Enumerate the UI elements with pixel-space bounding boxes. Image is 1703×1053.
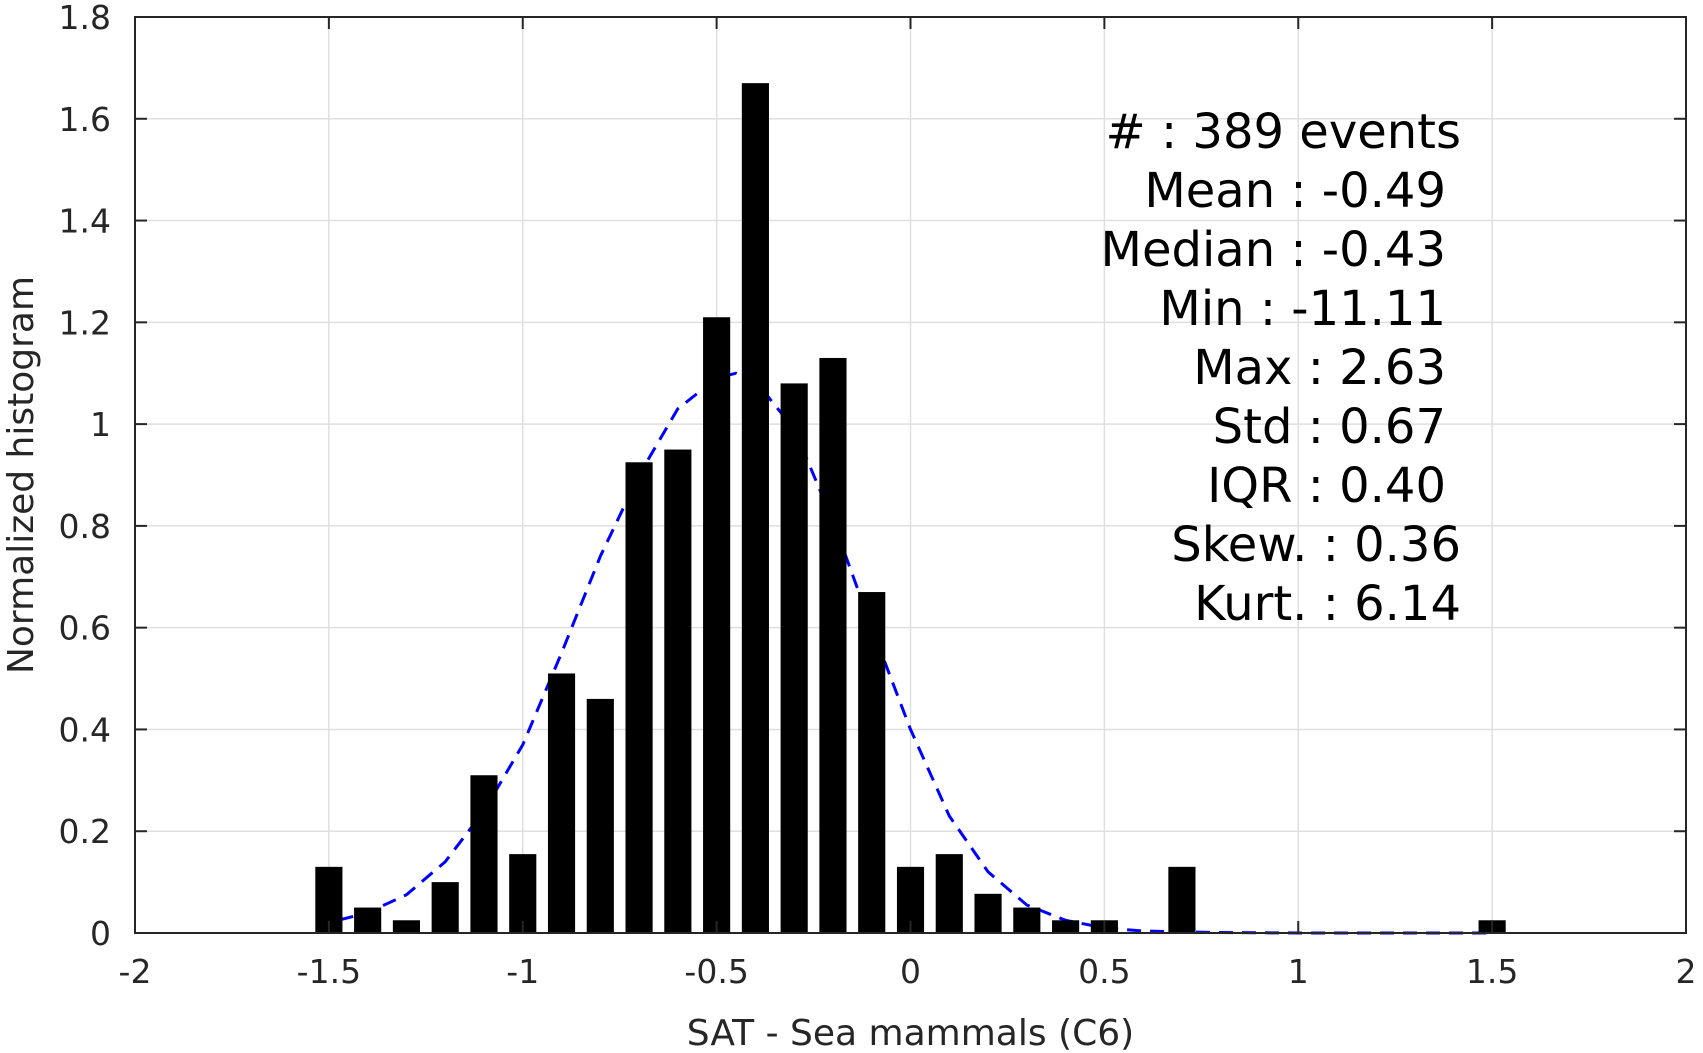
histogram-bar [1052, 920, 1080, 933]
x-tick-label: 1 [1288, 952, 1309, 991]
x-tick-label: 0 [900, 952, 921, 991]
y-tick-labels: 0 0.2 0.4 0.6 0.8 1 1.2 1.4 1.6 1.8 [59, 0, 111, 953]
y-tick-label: 0.2 [59, 812, 111, 851]
stat-line: Skew. : 0.36 [1171, 517, 1461, 573]
histogram-bar [819, 357, 847, 933]
x-tick-label: 2 [1676, 952, 1697, 991]
histogram-bar [664, 449, 692, 933]
x-tick-label: 0.5 [1078, 952, 1130, 991]
axis-ticks [134, 16, 1687, 934]
y-tick-label: 1.8 [59, 0, 111, 37]
y-tick-label: 1.2 [59, 303, 111, 342]
bars-layer [315, 83, 1506, 933]
x-tick-labels: -2 -1.5 -1 -0.5 0 0.5 1 1.5 2 [119, 952, 1697, 991]
grid-lines [134, 16, 1687, 934]
histogram-bar [547, 673, 576, 933]
stat-line: Min : -11.11 [1159, 281, 1446, 337]
y-tick-label: 0 [90, 914, 111, 953]
fit-curve-layer [316, 371, 1493, 935]
y-tick-label: 1.6 [59, 100, 111, 139]
histogram-bar [625, 462, 653, 933]
x-tick-label: 1.5 [1466, 952, 1518, 991]
y-axis-label: Normalized histogram [1, 276, 42, 674]
fit-curve-line [316, 371, 1493, 935]
stat-line: # : 389 events [1106, 104, 1462, 160]
histogram-bar [780, 383, 808, 933]
histogram-bar [586, 698, 614, 933]
histogram-bar [858, 592, 886, 933]
y-tick-label: 0.8 [59, 507, 111, 546]
histogram-bar [509, 854, 537, 933]
histogram-bar [354, 907, 382, 933]
stat-line: IQR : 0.40 [1207, 458, 1446, 514]
x-tick-label: -0.5 [684, 952, 748, 991]
histogram-bar [974, 893, 1002, 933]
stat-line: Std : 0.67 [1213, 399, 1446, 455]
histogram-bar [741, 83, 769, 933]
stat-line: Kurt. : 6.14 [1194, 576, 1461, 632]
histogram-bar [470, 775, 498, 933]
histogram-bar [703, 317, 731, 933]
y-tick-label: 0.6 [59, 609, 111, 648]
histogram-bar [935, 854, 963, 933]
y-tick-label: 0.4 [59, 710, 111, 749]
histogram-bar [392, 920, 420, 933]
stat-line: Max : 2.63 [1193, 340, 1446, 396]
histogram-bar [1013, 907, 1041, 933]
x-tick-label: -1.5 [297, 952, 361, 991]
stat-line: Median : -0.43 [1101, 222, 1446, 278]
histogram-bar [1168, 866, 1196, 933]
x-tick-label: -1 [506, 952, 539, 991]
x-axis-label: SAT - Sea mammals (C6) [687, 1013, 1134, 1053]
y-tick-label: 1.4 [59, 202, 111, 241]
y-tick-label: 1 [90, 405, 111, 444]
x-tick-label: -2 [119, 952, 152, 991]
histogram-bar [431, 882, 459, 933]
stat-line: Mean : -0.49 [1144, 163, 1446, 219]
